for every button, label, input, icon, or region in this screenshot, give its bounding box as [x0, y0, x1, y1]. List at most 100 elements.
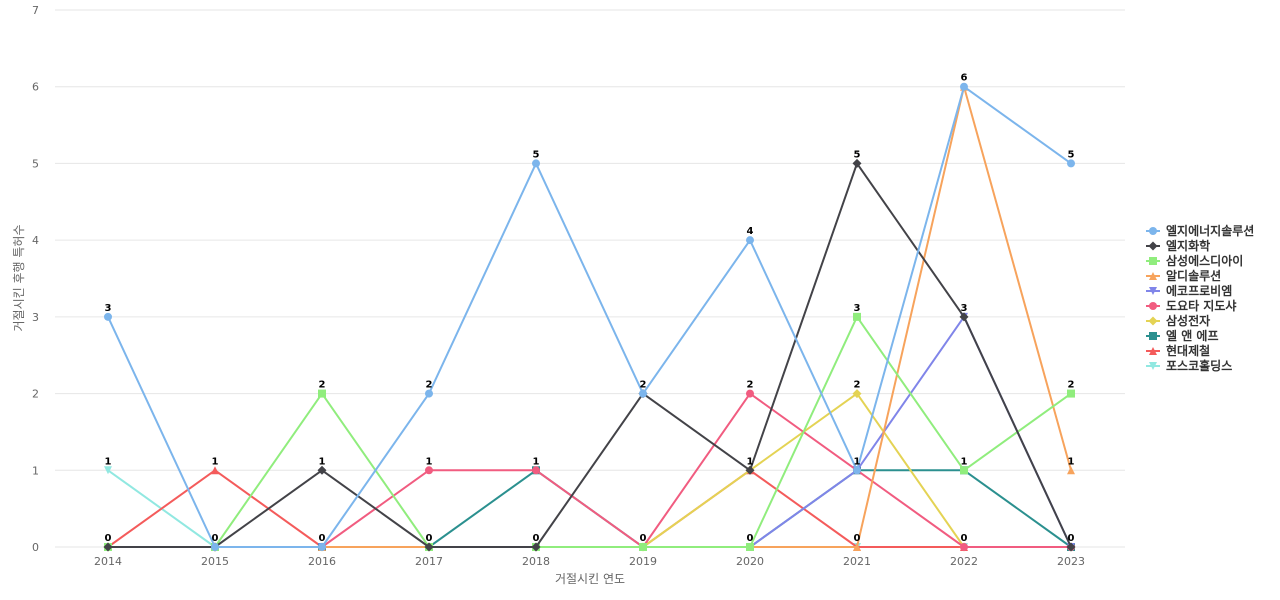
- data-point: [746, 236, 754, 245]
- data-label: 0: [212, 533, 219, 544]
- x-tick-label: 2023: [1057, 555, 1085, 568]
- data-label: 0: [854, 533, 861, 544]
- legend-item[interactable]: 포스코홀딩스: [1146, 358, 1232, 373]
- data-point: [317, 465, 327, 475]
- legend-item[interactable]: 알디솔루션: [1146, 268, 1221, 283]
- data-label: 6: [961, 73, 968, 84]
- legend-marker: [1149, 287, 1157, 295]
- data-point: [424, 542, 434, 552]
- series-1: [103, 158, 1076, 552]
- legend-label: 삼성전자: [1166, 313, 1210, 328]
- y-tick-label: 1: [32, 464, 39, 477]
- legend-item[interactable]: 삼성전자: [1146, 313, 1210, 328]
- x-tick-label: 2020: [736, 555, 764, 568]
- legend-marker: [1149, 272, 1157, 280]
- legend-item[interactable]: 현대제철: [1146, 343, 1210, 358]
- series-2: [104, 312, 1075, 551]
- data-label: 3: [961, 303, 968, 314]
- data-point: [425, 389, 433, 398]
- data-label: 2: [747, 380, 754, 391]
- data-point: [853, 543, 861, 551]
- data-point: [318, 389, 326, 398]
- data-label: 0: [533, 533, 540, 544]
- data-point: [211, 543, 219, 551]
- data-point: [104, 312, 112, 321]
- data-label: 1: [961, 456, 968, 467]
- data-point: [639, 543, 647, 551]
- data-point: [746, 543, 754, 551]
- legend-label: 에코프로비엠: [1166, 283, 1232, 298]
- legend-marker: [1148, 241, 1158, 251]
- legend-item[interactable]: 삼성에스디아이: [1146, 253, 1243, 268]
- data-label: 3: [854, 303, 861, 314]
- legend-item[interactable]: 에코프로비엠: [1146, 283, 1232, 298]
- legend-marker: [1149, 347, 1157, 355]
- data-point: [1067, 466, 1075, 475]
- data-label: 1: [319, 456, 326, 467]
- y-tick-label: 5: [32, 157, 39, 170]
- x-tick-label: 2014: [94, 555, 122, 568]
- y-tick-label: 3: [32, 311, 39, 324]
- legend-marker: [1149, 362, 1157, 370]
- x-tick-label: 2019: [629, 555, 657, 568]
- data-label: 0: [1068, 533, 1075, 544]
- data-label: 5: [854, 149, 861, 160]
- grid-lines: [55, 9, 1125, 548]
- data-point: [746, 389, 754, 398]
- data-label: 1: [212, 456, 219, 467]
- series-line: [107, 85, 1072, 548]
- series-0: [104, 82, 1075, 551]
- legend-item[interactable]: 엘 앤 에프: [1146, 328, 1219, 343]
- data-label: 0: [105, 533, 112, 544]
- data-point: [1066, 542, 1076, 552]
- data-point: [104, 466, 112, 475]
- x-tick-label: 2021: [843, 555, 871, 568]
- data-label: 0: [319, 533, 326, 544]
- series-4: [104, 312, 1075, 551]
- legend-marker: [1149, 257, 1157, 265]
- data-label: 2: [854, 380, 861, 391]
- legend-label: 도요타 지도샤: [1166, 298, 1236, 313]
- data-point: [318, 543, 326, 551]
- series-line: [107, 315, 1072, 548]
- data-point: [425, 466, 433, 475]
- data-label: 1: [533, 456, 540, 467]
- x-tick-label: 2017: [415, 555, 443, 568]
- data-point: [1067, 389, 1075, 398]
- data-point: [960, 543, 968, 551]
- y-tick-label: 7: [32, 4, 39, 17]
- x-tick-label: 2022: [950, 555, 978, 568]
- y-tick-label: 2: [32, 388, 39, 401]
- series-line: [107, 162, 1072, 548]
- legend-label: 엘지에너지솔루션: [1166, 223, 1254, 238]
- data-point: [959, 312, 969, 322]
- data-label: 0: [961, 533, 968, 544]
- data-label: 1: [426, 456, 433, 467]
- data-label: 0: [640, 533, 647, 544]
- series-group: [103, 82, 1076, 552]
- data-point: [853, 466, 861, 475]
- legend-item[interactable]: 엘지에너지솔루션: [1146, 223, 1254, 238]
- legend-marker: [1149, 332, 1157, 340]
- data-label: 5: [1068, 149, 1075, 160]
- y-tick-label: 6: [32, 81, 39, 94]
- legend-marker: [1149, 227, 1157, 235]
- data-label: 1: [105, 456, 112, 467]
- series-line: [107, 315, 1072, 548]
- data-point: [1067, 159, 1075, 168]
- legend-marker: [1149, 302, 1157, 310]
- data-point: [211, 466, 219, 475]
- legend-label: 엘 앤 에프: [1166, 328, 1219, 343]
- y-tick-label: 0: [32, 541, 39, 554]
- x-tick-label: 2015: [201, 555, 229, 568]
- data-point: [960, 466, 968, 475]
- legend-marker: [1148, 316, 1158, 326]
- y-axis-ticks: 0 1 2 3 4 5 6 7: [32, 4, 39, 554]
- legend-item[interactable]: 도요타 지도샤: [1146, 298, 1236, 313]
- data-point: [639, 389, 647, 398]
- data-point: [532, 159, 540, 168]
- legend-item[interactable]: 엘지화학: [1146, 238, 1210, 253]
- data-label: 2: [640, 380, 647, 391]
